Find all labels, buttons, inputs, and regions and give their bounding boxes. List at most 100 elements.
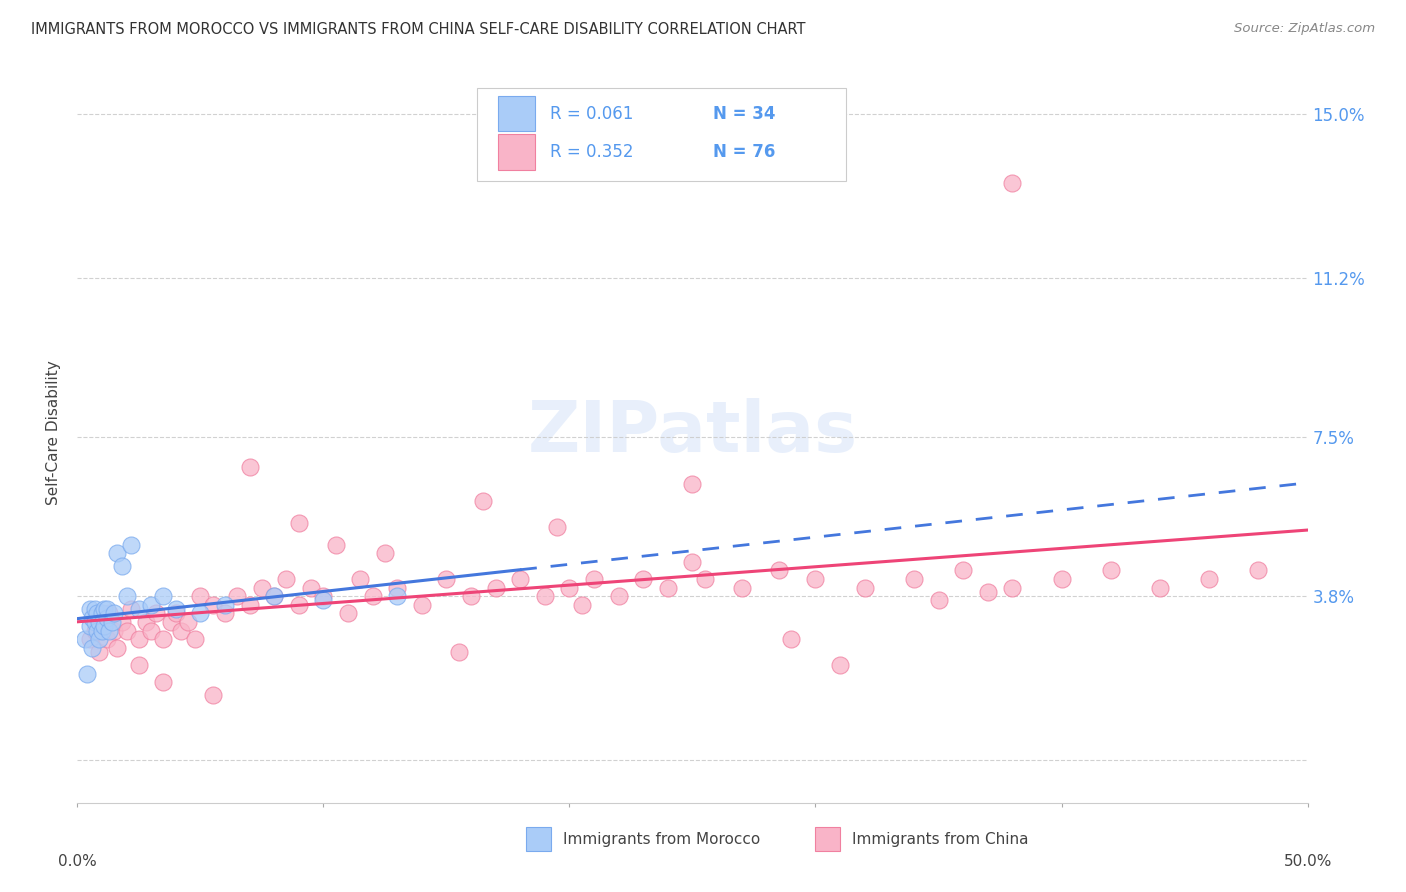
Text: R = 0.061: R = 0.061 [550, 104, 633, 122]
Point [201, 598, 224, 612]
Point [1247, 563, 1270, 577]
Point [105, 546, 128, 560]
Point [263, 589, 285, 603]
Point [201, 688, 224, 702]
Point [928, 593, 950, 607]
Text: Immigrants from China: Immigrants from China [852, 831, 1029, 847]
Point [780, 632, 803, 647]
Point [374, 546, 396, 560]
Point [89, 615, 111, 629]
Point [152, 675, 174, 690]
Point [903, 572, 925, 586]
Point [509, 572, 531, 586]
Point [250, 581, 273, 595]
Point [141, 624, 163, 638]
Point [96, 632, 118, 647]
Point [89, 632, 111, 647]
Point [86, 624, 108, 638]
Point [90, 624, 114, 638]
Point [1001, 176, 1024, 190]
Point [76, 666, 98, 681]
Point [89, 645, 111, 659]
Point [288, 516, 311, 530]
Point [188, 589, 212, 603]
Point [952, 563, 974, 577]
Point [534, 589, 557, 603]
Point [361, 589, 384, 603]
Point [82, 640, 104, 655]
Point [170, 624, 193, 638]
Point [226, 589, 249, 603]
Point [853, 581, 876, 595]
Text: Immigrants from Morocco: Immigrants from Morocco [564, 831, 761, 847]
FancyBboxPatch shape [477, 88, 846, 181]
Point [121, 602, 143, 616]
Bar [498, 135, 536, 169]
Point [633, 572, 655, 586]
Point [657, 581, 679, 595]
Point [93, 619, 115, 633]
Point [96, 602, 118, 616]
Text: Source: ZipAtlas.com: Source: ZipAtlas.com [1234, 22, 1375, 36]
Point [571, 598, 593, 612]
Point [141, 598, 163, 612]
Bar [815, 827, 841, 851]
Point [152, 632, 174, 647]
Point [214, 607, 236, 621]
Point [83, 615, 105, 629]
Point [103, 624, 125, 638]
Point [79, 619, 101, 633]
Point [101, 615, 124, 629]
Point [115, 589, 138, 603]
Point [184, 632, 207, 647]
Point [1198, 572, 1220, 586]
Point [177, 615, 200, 629]
Point [96, 611, 118, 625]
Point [312, 589, 335, 603]
Point [214, 598, 236, 612]
Point [128, 632, 150, 647]
Point [385, 589, 409, 603]
Point [276, 572, 298, 586]
Point [731, 581, 754, 595]
Point [98, 607, 121, 621]
Point [83, 602, 105, 616]
Text: R = 0.352: R = 0.352 [550, 143, 633, 161]
Point [299, 581, 322, 595]
Point [188, 607, 212, 621]
Point [447, 645, 470, 659]
Point [607, 589, 630, 603]
Point [546, 520, 568, 534]
Text: N = 76: N = 76 [713, 143, 776, 161]
Point [385, 581, 409, 595]
Text: ZIPatlas: ZIPatlas [527, 398, 858, 467]
Point [73, 632, 96, 647]
Y-axis label: Self-Care Disability: Self-Care Disability [46, 360, 62, 505]
Point [105, 640, 128, 655]
Point [111, 559, 132, 574]
Point [977, 585, 1000, 599]
Point [288, 598, 311, 612]
Point [128, 602, 150, 616]
Point [1001, 581, 1024, 595]
Point [263, 589, 285, 603]
Point [79, 602, 101, 616]
Point [583, 572, 606, 586]
Point [325, 537, 347, 551]
Point [98, 624, 121, 638]
Point [239, 598, 262, 612]
Text: 0.0%: 0.0% [58, 855, 97, 870]
Point [165, 602, 187, 616]
Point [152, 589, 174, 603]
Point [312, 593, 335, 607]
Point [1149, 581, 1171, 595]
Point [90, 615, 114, 629]
Point [82, 611, 104, 625]
Point [135, 615, 157, 629]
Point [804, 572, 827, 586]
Text: IMMIGRANTS FROM MOROCCO VS IMMIGRANTS FROM CHINA SELF-CARE DISABILITY CORRELATIO: IMMIGRANTS FROM MOROCCO VS IMMIGRANTS FR… [31, 22, 806, 37]
Point [472, 494, 495, 508]
Point [349, 572, 371, 586]
Point [436, 572, 458, 586]
Point [460, 589, 482, 603]
